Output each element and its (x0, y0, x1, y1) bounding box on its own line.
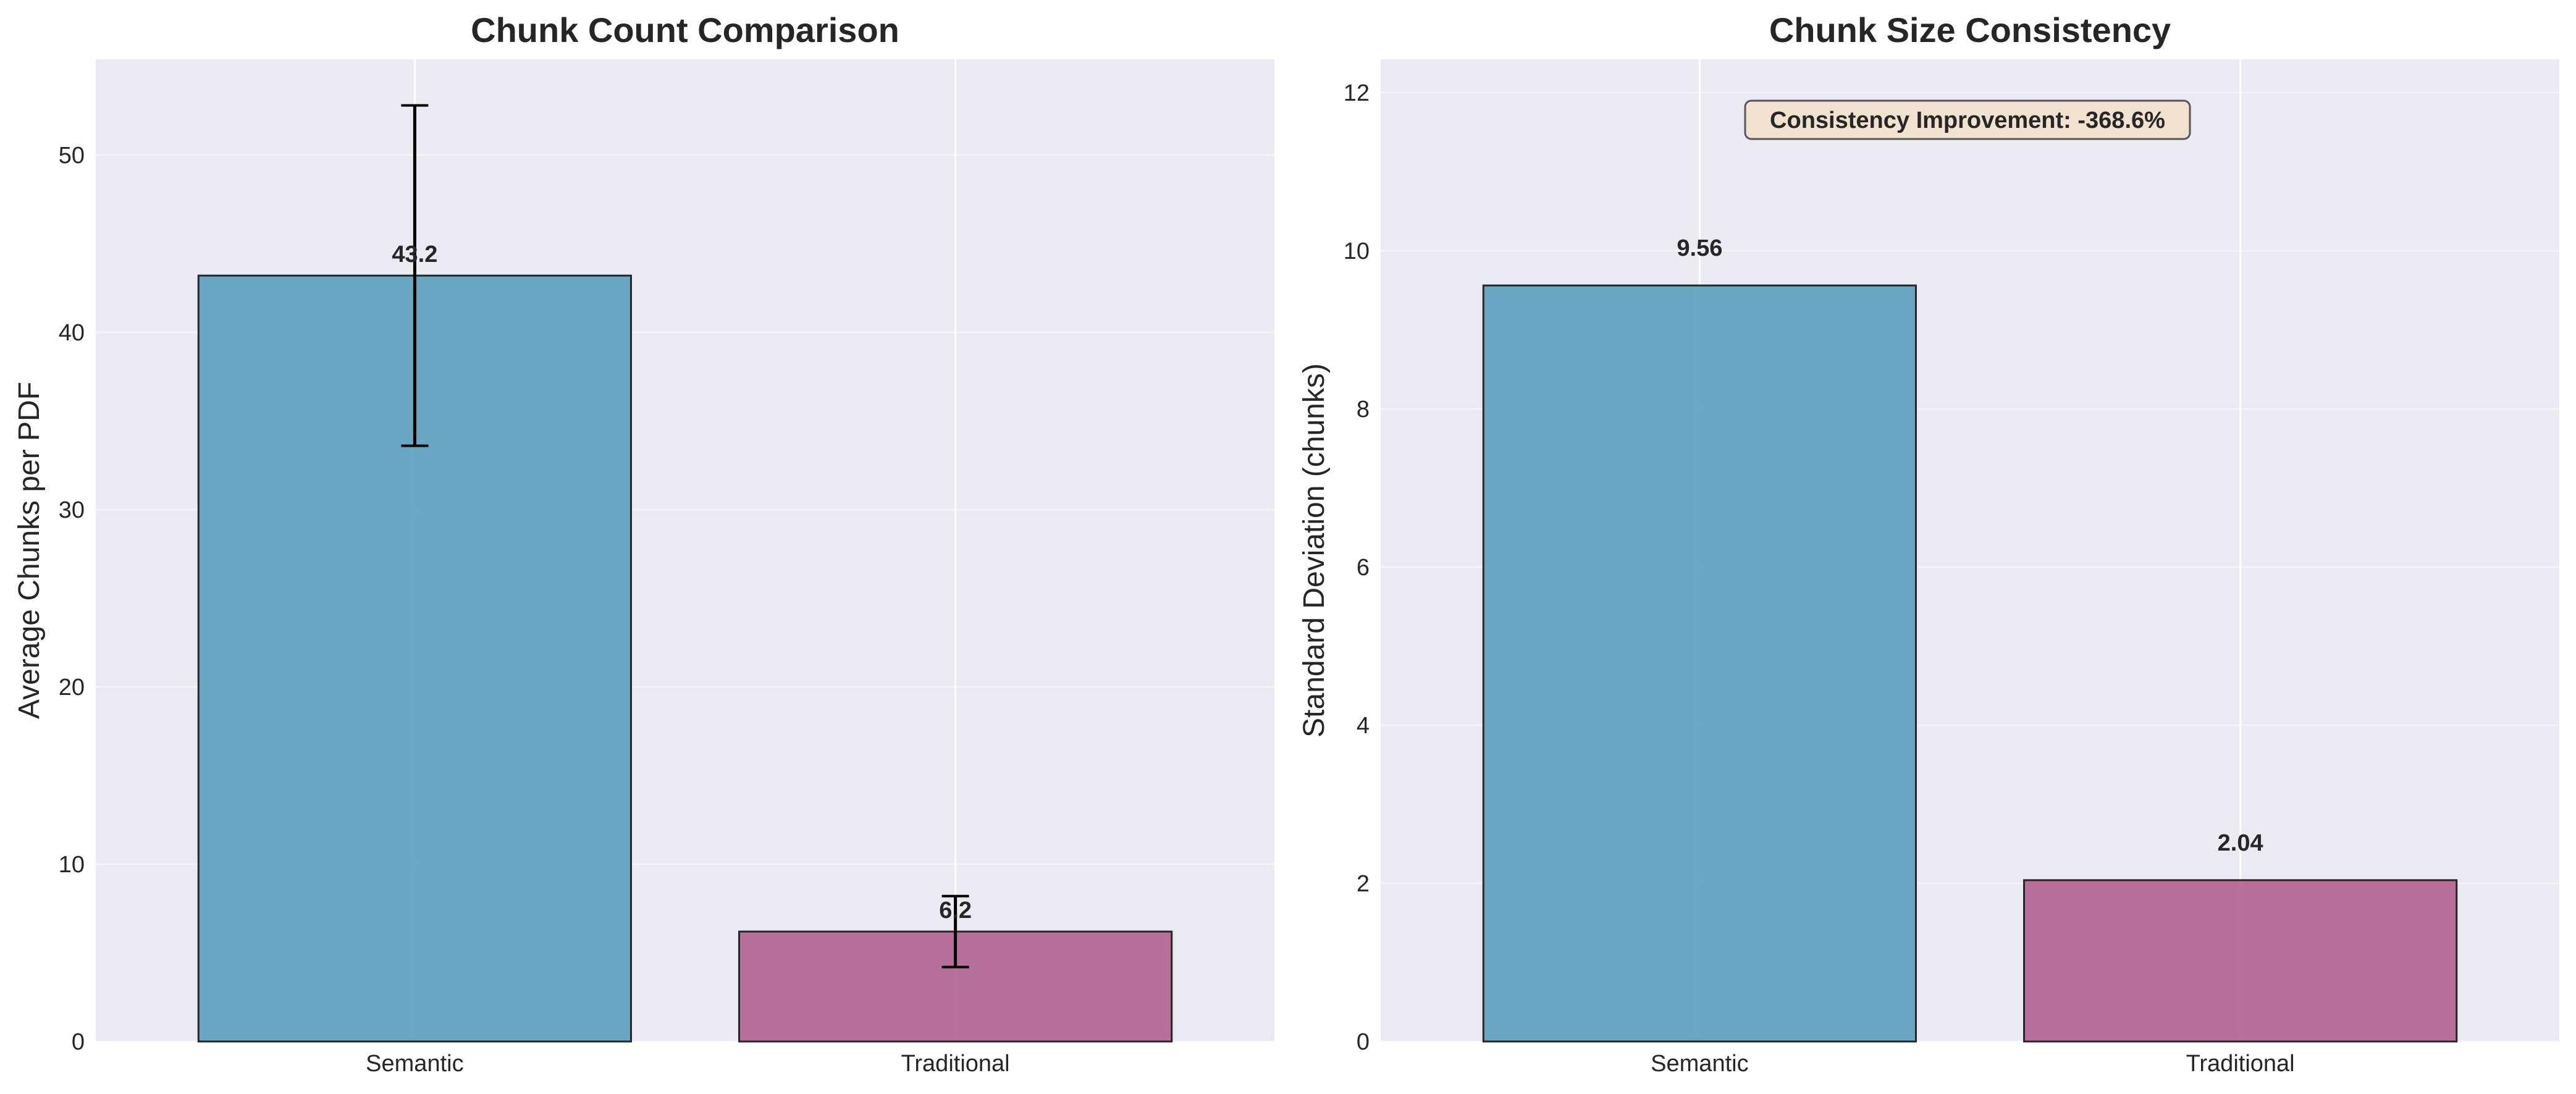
y-tick-label: 20 (59, 675, 85, 701)
y-tick-label: 4 (1357, 713, 1370, 739)
x-tick-label: Traditional (2186, 1051, 2295, 1077)
y-tick-label: 0 (72, 1029, 85, 1055)
y-tick-label: 50 (59, 143, 85, 169)
value-label: 6.2 (939, 898, 972, 924)
chart-title: Chunk Size Consistency (1769, 11, 2171, 49)
y-tick-label: 30 (59, 497, 85, 523)
x-tick-label: Traditional (901, 1051, 1010, 1077)
chart-panel-chunk-count: 0 10 20 30 40 50 Semantic Traditional 43.2 6.2 Chu… (13, 11, 1274, 1077)
y-tick-label: 6 (1357, 555, 1370, 581)
chart-panel-chunk-size: 0 2 4 6 8 10 12 Semantic Traditional 9.56 2.04 Chun… (1298, 11, 2559, 1077)
x-tick-label: Semantic (1651, 1051, 1748, 1077)
bar-traditional (2023, 879, 2458, 1043)
y-tick-label: 8 (1357, 397, 1370, 423)
y-tick-label: 0 (1357, 1029, 1370, 1055)
y-tick-label: 10 (1344, 238, 1370, 264)
y-axis-label: Standard Deviation (chunks) (1298, 363, 1331, 738)
annotation-box (1744, 99, 2191, 140)
annotation-text: Consistency Improvement: -368.6% (1770, 107, 2165, 133)
chart-title: Chunk Count Comparison (471, 11, 899, 49)
y-tick-label: 12 (1344, 80, 1370, 106)
value-label: 43.2 (392, 242, 437, 267)
x-tick-label: Semantic (366, 1051, 463, 1077)
y-tick-label: 10 (59, 852, 85, 878)
value-label: 9.56 (1677, 235, 1722, 261)
bar-semantic (1482, 284, 1917, 1043)
y-tick-label: 40 (59, 320, 85, 346)
y-tick-label: 2 (1357, 871, 1370, 897)
y-axis-label: Average Chunks per PDF (13, 382, 46, 719)
value-label: 2.04 (2218, 830, 2263, 856)
